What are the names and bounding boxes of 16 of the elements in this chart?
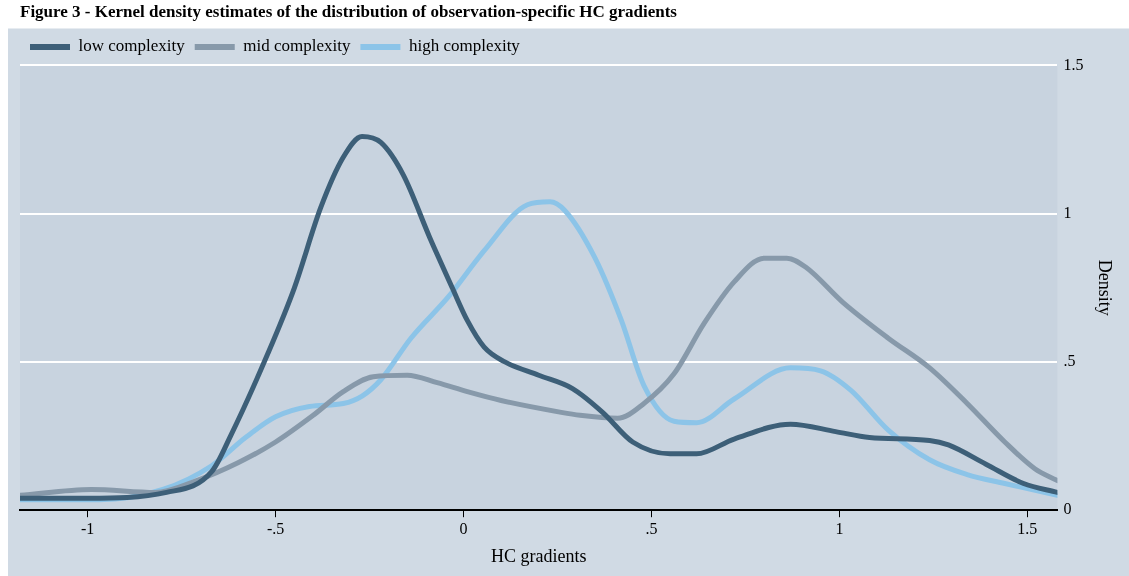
y-tick-label: 0 — [1063, 500, 1072, 518]
legend-label: mid complexity — [243, 36, 351, 56]
chart-title: Figure 3 - Kernel density estimates of the distribution of observation-specific HC gradients — [20, 1, 678, 21]
x-tick-label: 1 — [835, 520, 844, 537]
y-tick-label: 1.5 — [1063, 55, 1084, 73]
x-tick-label: 0 — [459, 520, 468, 537]
legend-label: low complexity — [78, 36, 186, 56]
y-tick-label: .5 — [1063, 352, 1076, 370]
y-tick-label: 1 — [1063, 203, 1072, 221]
x-tick-label: .5 — [645, 520, 658, 537]
x-tick-label: -1 — [80, 520, 95, 537]
legend-label: high complexity — [408, 36, 521, 56]
x-tick-label: -.5 — [266, 520, 285, 537]
x-axis-title: HC gradients — [490, 545, 587, 566]
x-tick-label: 1.5 — [1017, 520, 1038, 537]
y-axis-title: Density — [1095, 259, 1116, 316]
